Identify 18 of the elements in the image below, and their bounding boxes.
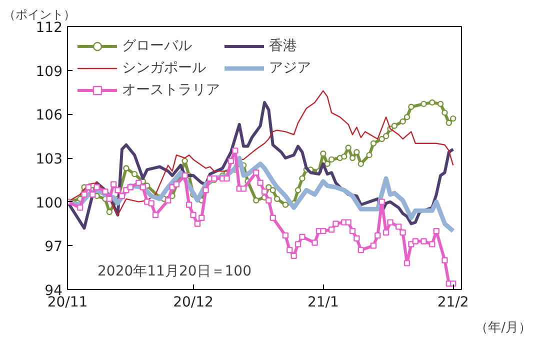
y-tick-label: 109 [36,64,63,80]
legend-label: オーストラリア [122,81,221,99]
x-tick-label: 20/12 [173,294,214,310]
x-tick-label: 21/2 [437,294,469,310]
legend-label: シンガポール [122,59,207,77]
y-tick-label: 100 [36,195,63,212]
x-tick-label: 21/1 [307,294,339,310]
annotation: 2020年11月20日＝100 [98,264,252,280]
y-tick-label: 103 [36,152,63,168]
legend-label: 香港 [269,37,298,55]
y-tick-label: 106 [36,108,63,124]
legend-label: アジア [269,59,312,77]
y-tick-label: 97 [44,239,63,256]
y-tick-label: 112 [36,20,63,36]
y-axis-title: （ポイント） [4,8,76,22]
legend-label: グローバル [122,37,193,55]
x-axis-title: （年/月） [475,320,532,336]
line-series [68,156,456,234]
